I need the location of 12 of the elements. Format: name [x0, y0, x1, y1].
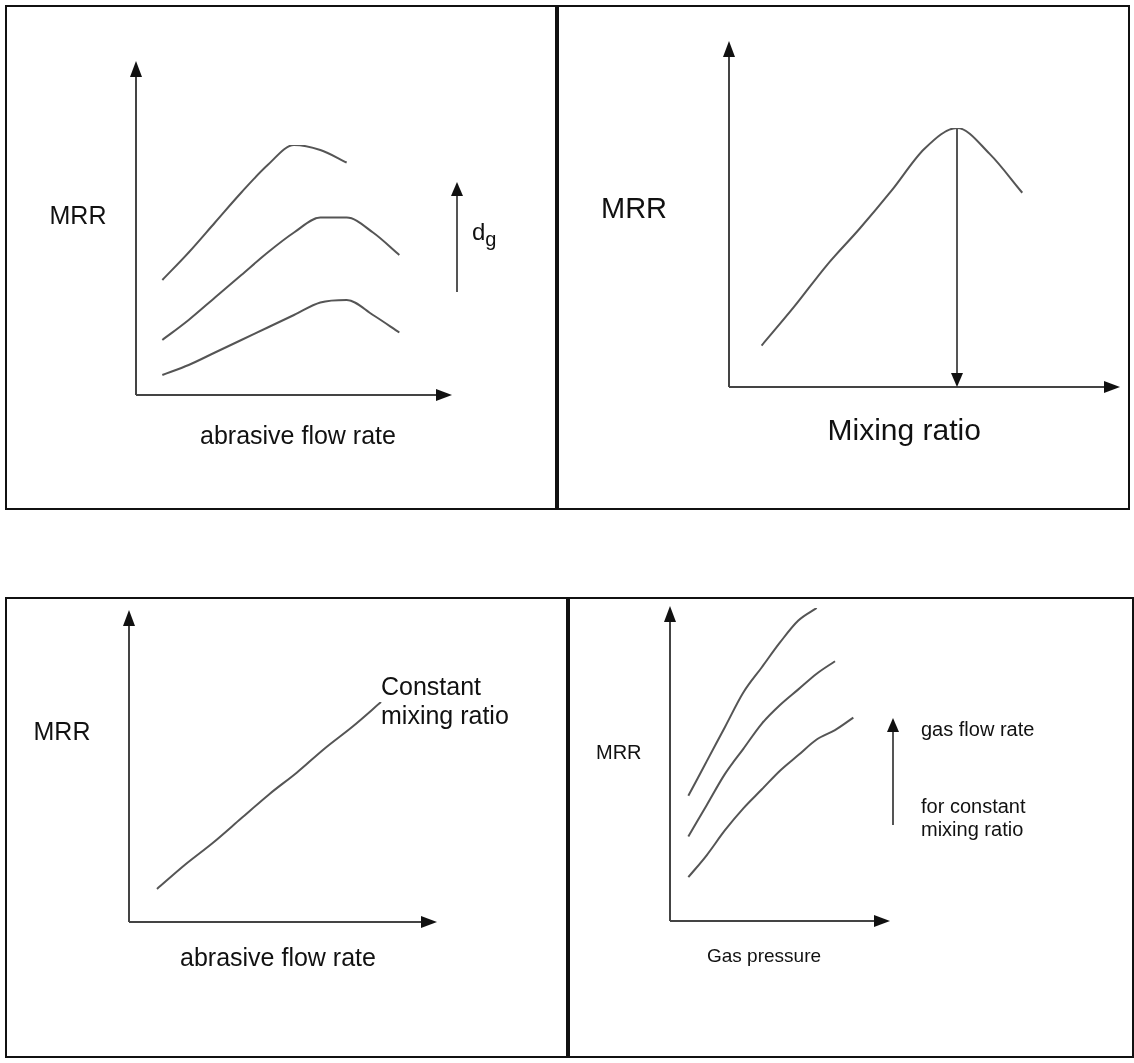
- y-axis-title: MRR: [596, 740, 642, 764]
- y-axis-title: MRR: [49, 200, 107, 230]
- text: gas flow rate: [921, 718, 1036, 741]
- text: d$_{g}$: [472, 218, 498, 251]
- y-axis-title: MRR: [33, 716, 91, 746]
- x-axis-title: Gas pressure: [707, 945, 822, 967]
- x-axis-title: Mixing ratio: [827, 412, 981, 447]
- text: for constant mixing ratio: [921, 795, 1027, 841]
- x-axis-title: abrasive flow rate: [200, 420, 396, 450]
- annotation: Constant mixing ratio: [381, 672, 510, 730]
- y-axis-title: MRR: [601, 191, 668, 225]
- x-axis-title: abrasive flow rate: [180, 942, 376, 972]
